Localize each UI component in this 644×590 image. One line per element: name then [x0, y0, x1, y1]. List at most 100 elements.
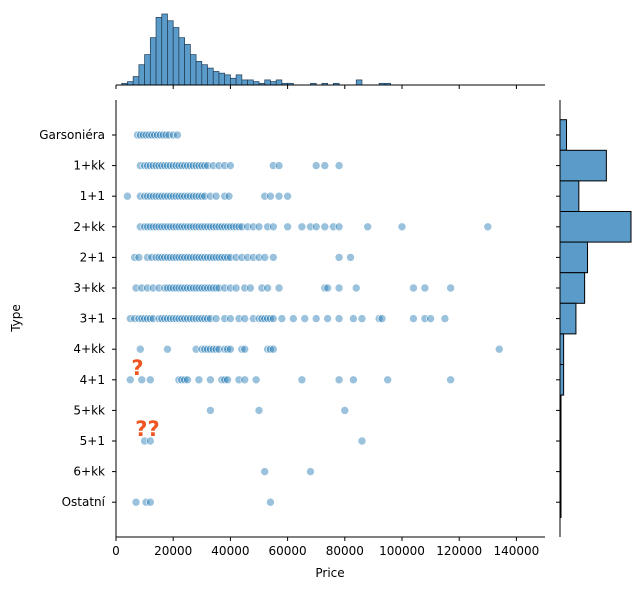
scatter-point — [146, 375, 155, 385]
scatter-point — [131, 497, 141, 507]
annotations: ??? — [131, 356, 159, 441]
x-tick-label: 20000 — [154, 544, 192, 558]
y-hist-bar — [559, 333, 565, 365]
scatter-point — [226, 344, 235, 354]
scatter-point — [311, 161, 321, 170]
x-hist-bar — [144, 54, 151, 86]
scatter-point — [163, 344, 172, 354]
scatter-point — [268, 314, 278, 323]
scatter-point — [357, 314, 367, 323]
scatter-point — [206, 375, 215, 385]
y-hist-bar — [559, 180, 580, 212]
scatter-point — [494, 344, 504, 354]
y-tick-label: 2+kk — [73, 220, 105, 234]
scatter-point — [334, 375, 344, 385]
x-tick-label: 80000 — [326, 544, 364, 558]
scatter-point — [266, 314, 275, 323]
scatter-point — [137, 375, 147, 385]
scatter-point — [211, 283, 221, 293]
scatter-point — [237, 344, 247, 354]
x-hist-bar — [235, 74, 243, 86]
x-tick-label: 60000 — [269, 544, 307, 558]
x-hist-bar — [190, 54, 197, 86]
scatter-point — [183, 375, 192, 385]
scatter-point — [300, 314, 310, 323]
scatter-point — [320, 283, 330, 293]
scatter-point — [211, 314, 221, 323]
scatter-point — [446, 283, 455, 293]
scatter-point — [254, 222, 264, 232]
marginal-x-histogram — [121, 13, 391, 86]
x-hist-bar — [155, 17, 163, 86]
scatter-point — [283, 191, 292, 201]
scatter-point — [126, 375, 135, 385]
x-hist-bar — [270, 81, 277, 86]
scatter-point — [409, 314, 418, 323]
x-hist-bar — [201, 64, 208, 86]
scatter-point — [374, 314, 384, 323]
x-hist-bar — [264, 79, 271, 86]
scatter-point — [377, 314, 387, 323]
scatter-point — [346, 253, 355, 262]
scatter-point — [234, 222, 244, 232]
right-hist-ticks — [556, 134, 560, 503]
x-hist-bar — [241, 79, 248, 86]
scatter-point — [311, 314, 321, 323]
scatter-point — [251, 375, 261, 385]
scatter-point — [351, 283, 361, 293]
y-hist-bar — [559, 241, 589, 274]
scatter-point — [320, 222, 330, 232]
scatter-point — [223, 253, 232, 262]
scatter-point — [220, 375, 229, 385]
x-hist-bar — [167, 20, 174, 86]
scatter-point — [197, 191, 207, 201]
marginal-y-histogram — [559, 119, 632, 518]
x-hist-bar — [212, 71, 220, 86]
y-hist-bar — [559, 211, 632, 243]
scatter-point — [246, 283, 255, 293]
scatter-point — [266, 497, 275, 507]
scatter-point — [266, 344, 275, 354]
scatter-point — [206, 406, 215, 415]
y-hist-bar — [559, 302, 577, 335]
scatter-point — [231, 283, 241, 293]
x-hist-bar — [218, 72, 226, 86]
y-hist-bar — [559, 272, 586, 304]
scatter-point — [274, 283, 284, 293]
scatter-point — [323, 283, 332, 293]
x-tick-label: 40000 — [211, 544, 249, 558]
scatter-point — [340, 406, 350, 415]
x-hist-bar — [184, 44, 191, 86]
scatter-point — [311, 222, 321, 232]
scatter-point — [200, 161, 209, 170]
x-hist-bar — [172, 27, 180, 86]
scatter-point — [240, 344, 249, 354]
y-hist-bar — [559, 364, 565, 396]
y-tick-label: Ostatní — [62, 495, 106, 509]
scatter-point — [274, 161, 284, 170]
y-tick-label: 3+kk — [73, 281, 105, 295]
scatter-point — [240, 314, 249, 323]
scatter-point — [254, 406, 264, 415]
scatter-point — [203, 314, 212, 323]
scatter-point — [211, 344, 221, 354]
scatter-point — [334, 253, 344, 262]
y-tick-label: 2+1 — [80, 250, 105, 264]
x-tick-label: 100000 — [379, 544, 425, 558]
scatter-point — [363, 222, 372, 232]
x-axis-label: Price — [315, 566, 344, 580]
y-tick-label: 4+1 — [80, 373, 105, 387]
y-tick-label: 1+1 — [80, 189, 105, 203]
y-hist-bar — [559, 119, 568, 151]
scatter-point — [297, 222, 307, 232]
scatter-point — [483, 222, 493, 232]
scatter-point — [268, 344, 278, 354]
y-tick-label: 5+kk — [73, 403, 105, 417]
scatter-point — [426, 314, 435, 323]
x-hist-bar — [195, 60, 203, 86]
x-tick-label: 120000 — [436, 544, 482, 558]
scatter-point — [260, 253, 270, 262]
y-tick-label: 4+kk — [73, 342, 105, 356]
x-hist-bar — [247, 79, 254, 86]
